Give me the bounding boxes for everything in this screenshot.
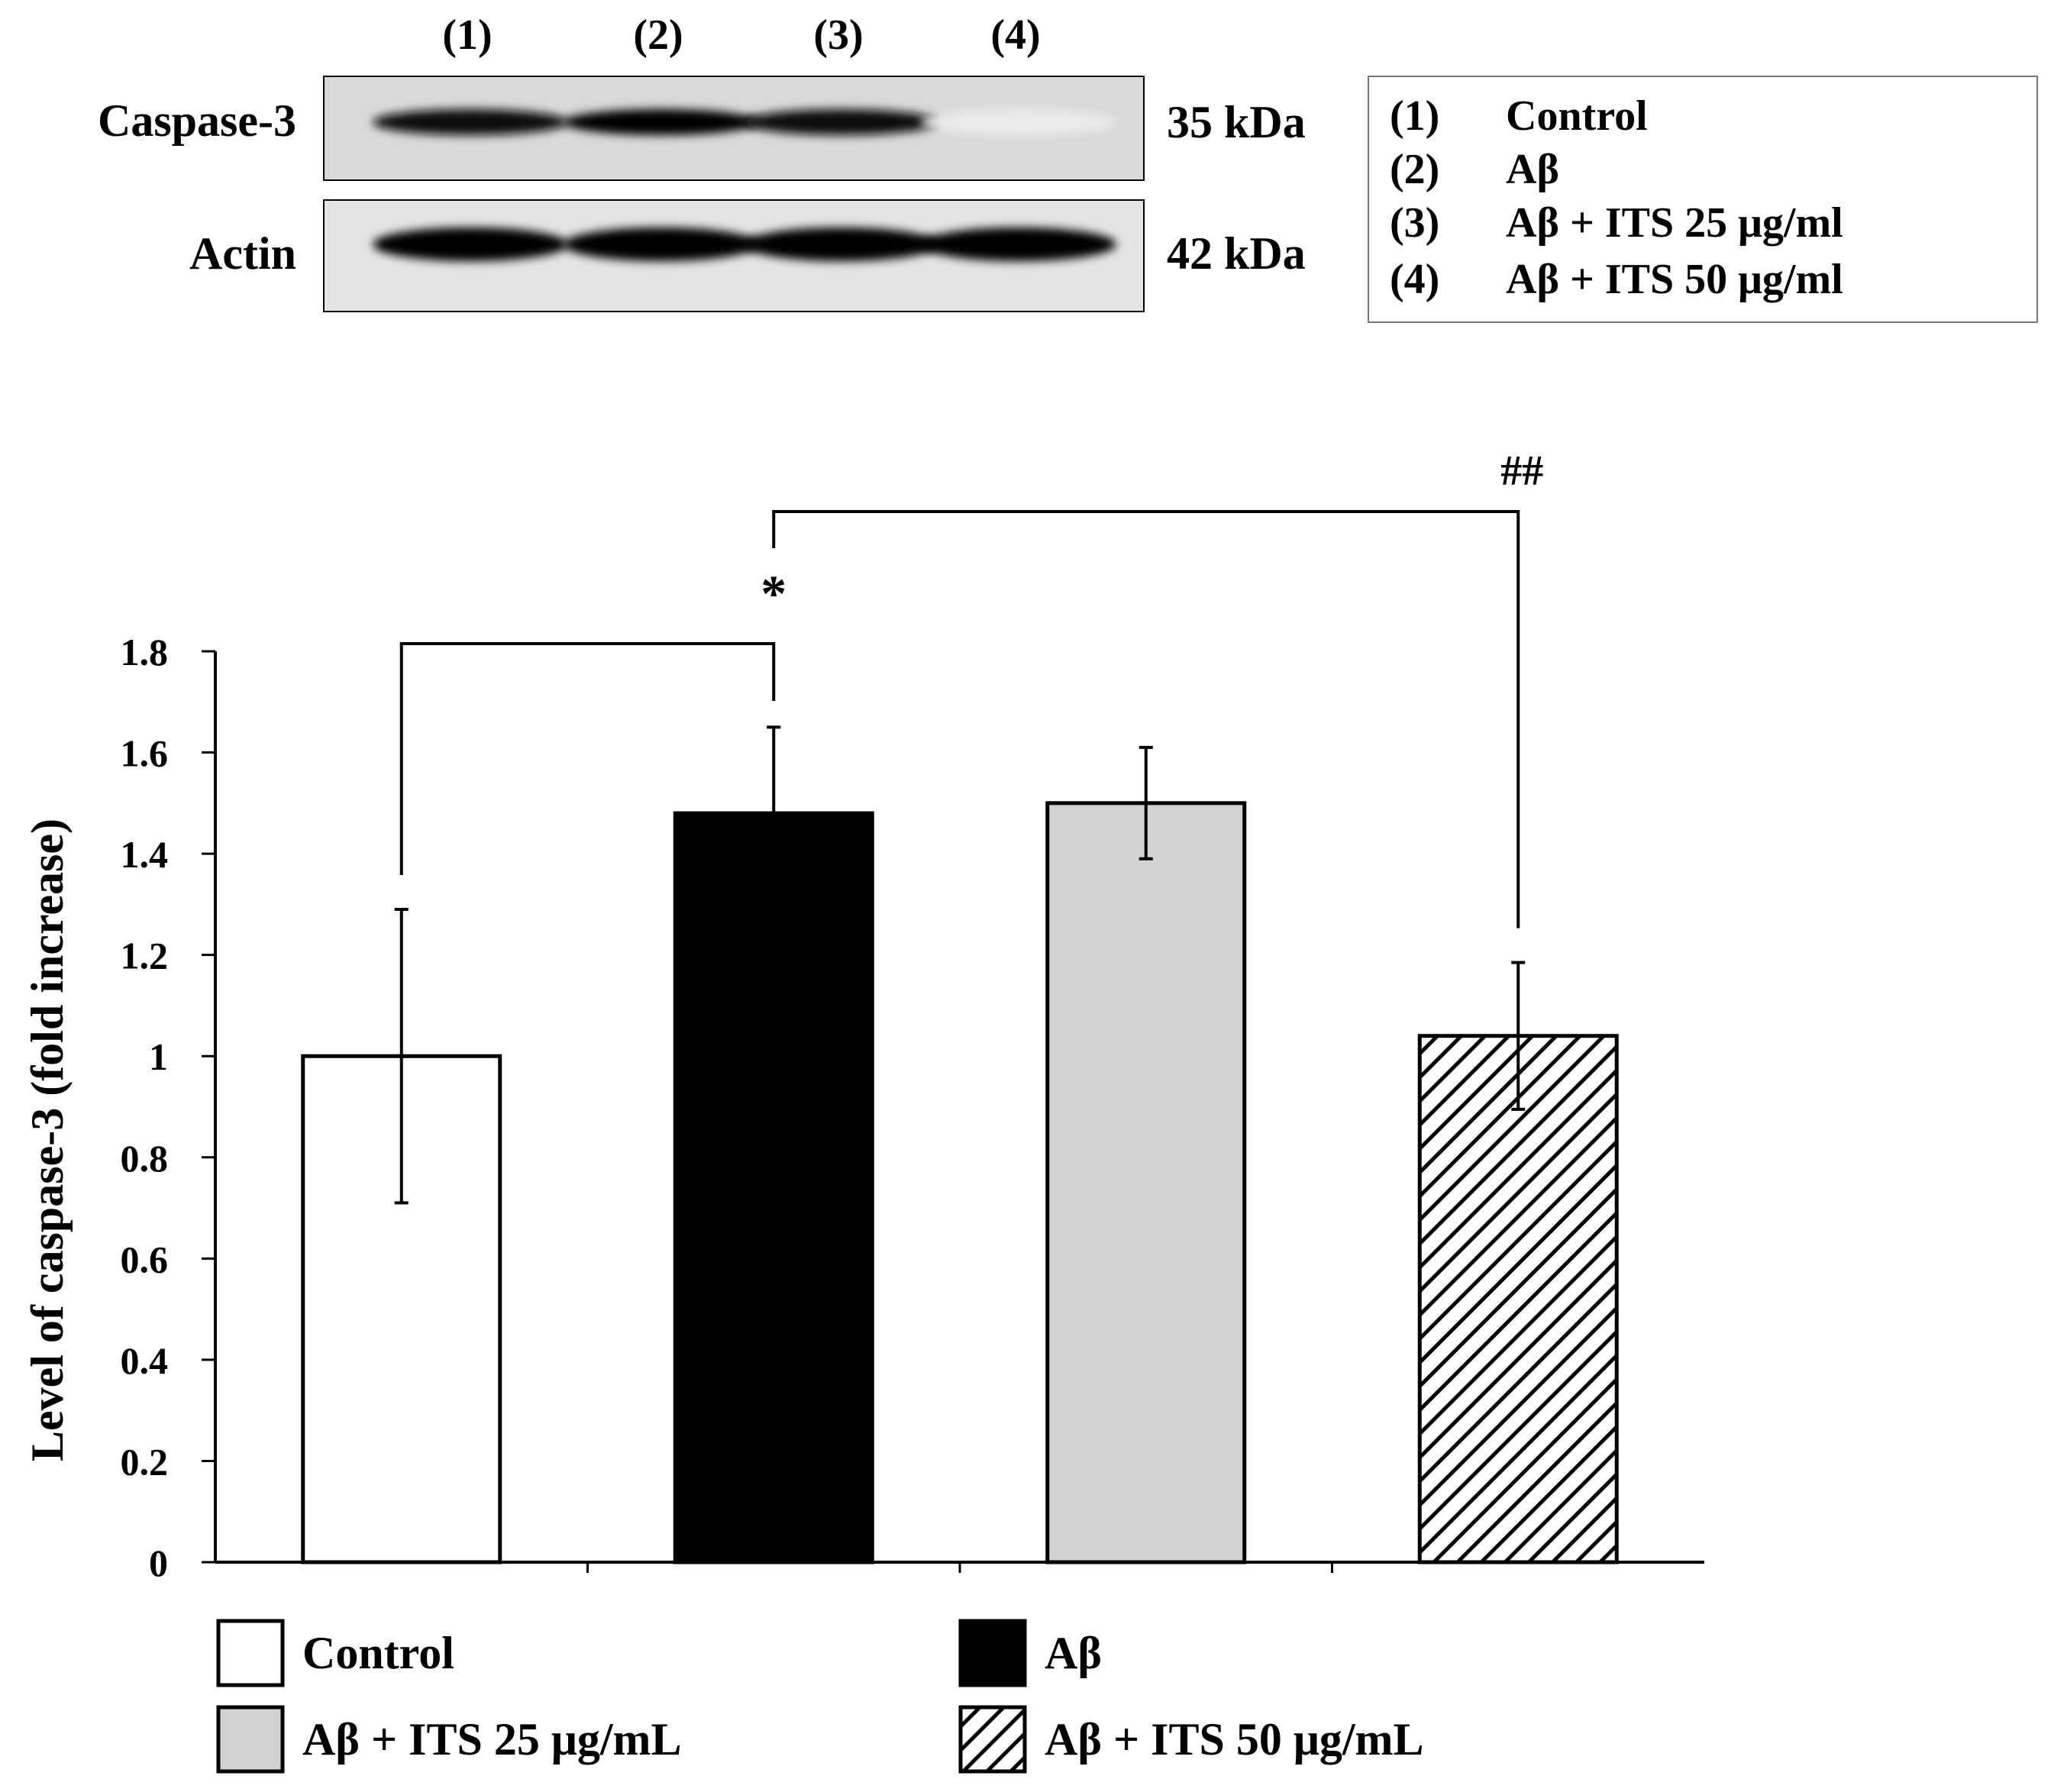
significance-bracket [399, 642, 776, 876]
legend-label: Aβ + ITS 50 μg/mL [1045, 1714, 1424, 1765]
error-bars [394, 725, 1526, 1205]
y-tick-label: 0.2 [121, 1440, 169, 1483]
actin-size-label: 42 kDa [1167, 228, 1306, 279]
legend-swatch [216, 1705, 285, 1774]
y-tick-label: 0.6 [121, 1238, 169, 1280]
y-tick-label: 1.2 [121, 935, 169, 977]
blot-key-box [1368, 76, 2038, 323]
blot-band [564, 228, 759, 261]
legend-label: Aβ + ITS 25 μg/mL [302, 1714, 682, 1765]
y-axis-label: Level of caspase-3 (fold increase) [22, 819, 73, 1461]
blot-key-text: Control [1506, 92, 1648, 140]
axes [214, 651, 1704, 1573]
lane-label: (4) [990, 11, 1040, 59]
blot-row-label-caspase3: Caspase-3 [98, 95, 296, 146]
y-tick-label: 0 [149, 1542, 168, 1584]
blot-band [744, 109, 939, 135]
legend-swatch [958, 1619, 1027, 1687]
bars [301, 801, 1619, 1564]
y-tick-label: 1.4 [121, 833, 169, 876]
legend-swatch [216, 1619, 285, 1687]
significance-brackets: * ## [399, 447, 1543, 928]
y-tick-label: 1.8 [121, 631, 169, 673]
lane-label: (1) [442, 11, 492, 59]
blot-key-text: Aβ + ITS 50 μg/ml [1506, 256, 1843, 303]
blot-band [744, 228, 939, 261]
significance-label: ## [1500, 447, 1543, 495]
bar [673, 811, 874, 1564]
blot-key-num: (1) [1390, 92, 1439, 140]
y-tick-label: 1 [149, 1035, 168, 1078]
lane-label: (3) [813, 11, 863, 59]
legend-label: Control [302, 1628, 454, 1678]
legend-swatch [958, 1705, 1027, 1774]
blot-key-num: (2) [1390, 146, 1439, 193]
bar-chart: Level of caspase-3 (fold increase) 00.20… [22, 447, 1704, 1774]
legend-label: Aβ [1045, 1628, 1102, 1678]
bar [1045, 801, 1247, 1564]
blot-key: (1) Control (2) Aβ (3) Aβ + ITS 25 μg/ml… [1390, 92, 1843, 303]
bar [1417, 1034, 1619, 1564]
significance-bracket [772, 510, 1520, 928]
y-tick-label: 0.4 [121, 1339, 169, 1382]
blot-key-text: Aβ [1506, 146, 1559, 193]
caspase3-size-label: 35 kDa [1167, 97, 1306, 147]
significance-label: * [761, 564, 786, 622]
lane-label: (2) [633, 11, 683, 59]
legend: Control Aβ Aβ + ITS 25 μg/mL Aβ + ITS 50 μg… [216, 1619, 1424, 1774]
blot-band [564, 109, 759, 135]
y-tick-label: 0.8 [121, 1137, 169, 1180]
y-tick-label: 1.6 [121, 732, 169, 775]
blot-band [921, 109, 1116, 135]
blot-row-label-actin: Actin [189, 228, 296, 279]
blot-key-num: (3) [1390, 199, 1439, 247]
blot-band [921, 228, 1116, 261]
blot-band [373, 109, 568, 135]
blot-key-text: Aβ + ITS 25 μg/ml [1506, 199, 1843, 247]
blot-key-num: (4) [1390, 256, 1439, 303]
blot-band [373, 228, 568, 261]
western-blot: (1) (2) (3) (4) Caspase-3 Actin 35 kDa 4… [98, 11, 2038, 323]
y-axis-ticks: 0 0.2 0.4 0.6 0.8 1 1.2 1.4 1.6 1.8 [121, 631, 215, 1584]
blot-bands [373, 109, 1116, 261]
lane-labels: (1) (2) (3) (4) [442, 11, 1040, 59]
